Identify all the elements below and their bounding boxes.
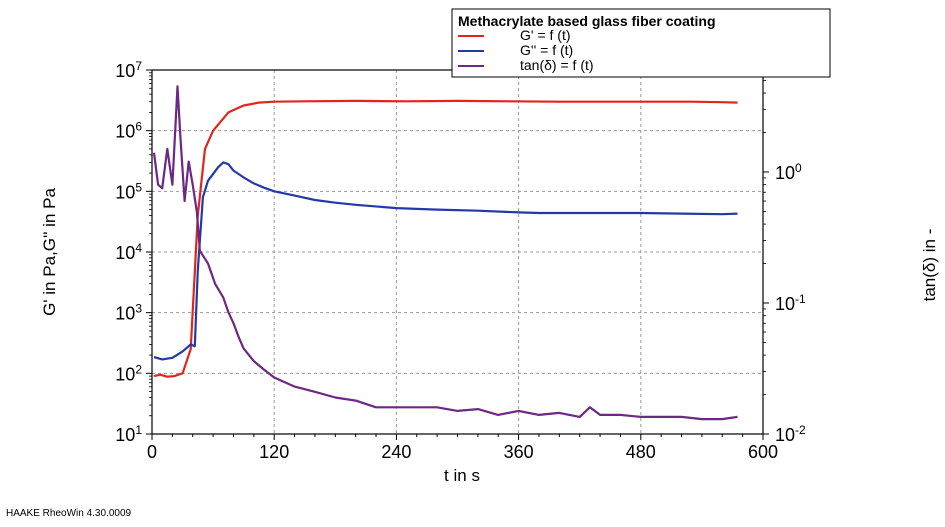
legend-box <box>451 8 831 78</box>
grid <box>152 70 763 434</box>
series-line-tan-delta <box>152 85 738 421</box>
series-line-g-double-prime <box>153 161 738 361</box>
x-tick-label: 240 <box>381 442 411 462</box>
x-tick-label: 120 <box>259 442 289 462</box>
legend-label-g-double-prime: G'' = f (t) <box>520 42 573 58</box>
legend-label-tan-delta: tan(δ) = f (t) <box>520 57 594 73</box>
y-left-tick-label: 104 <box>115 241 142 263</box>
x-axis: 0 120 240 360 480 600 <box>147 434 778 462</box>
x-axis-title: t in s <box>444 466 480 485</box>
y-left-tick-label: 102 <box>115 362 142 384</box>
y-right-tick-label: 10-1 <box>775 292 806 314</box>
series-lines <box>152 85 738 421</box>
footer-version: HAAKE RheoWin 4.30.0009 <box>6 508 132 519</box>
y-right-tick-label: 10-2 <box>775 423 806 445</box>
y-left-tick-label: 101 <box>115 423 142 445</box>
y-left-tick-label: 103 <box>115 302 142 324</box>
x-tick-label: 360 <box>504 442 534 462</box>
y-right-tick-label: 100 <box>775 161 802 183</box>
legend-title: Methacrylate based glass fiber coating <box>458 13 716 29</box>
y-axis-right: 10-2 10-1 100 <box>763 79 806 445</box>
legend-label-g-prime: G' = f (t) <box>520 27 571 43</box>
y-left-tick-label: 106 <box>115 120 142 142</box>
legend: Methacrylate based glass fiber coating G… <box>451 8 831 78</box>
series-line-g-prime <box>153 99 738 378</box>
y-left-tick-label: 105 <box>115 180 142 202</box>
y-left-tick-label: 107 <box>115 59 142 81</box>
legend-items: G' = f (t)G'' = f (t)tan(δ) = f (t) <box>458 27 594 73</box>
x-tick-label: 480 <box>626 442 656 462</box>
y-axis-left-title: G' in Pa,G'' in Pa <box>40 188 59 316</box>
x-tick-label: 600 <box>748 442 778 462</box>
y-axis-left: 101 102 103 104 105 106 107 <box>115 59 152 445</box>
y-axis-right-title: tan(δ) in - <box>920 229 939 302</box>
x-tick-label: 0 <box>147 442 157 462</box>
